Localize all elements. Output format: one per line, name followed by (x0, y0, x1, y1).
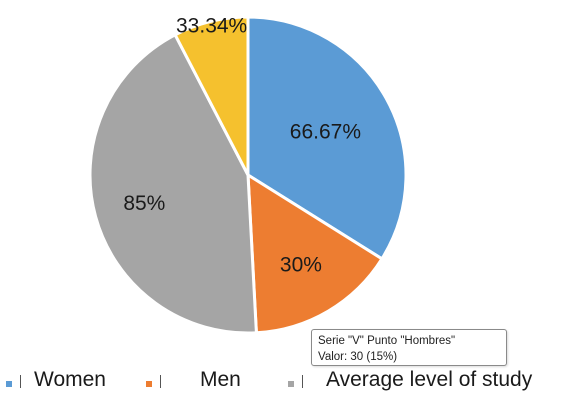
pie-slice-men[interactable] (246, 173, 384, 335)
legend: Women Men Average level of study (6, 366, 566, 394)
tooltip-line-2: Valor: 30 (15%) (318, 351, 398, 363)
legend-separator-icon (160, 375, 161, 388)
legend-label-women: Women (34, 368, 106, 391)
legend-separator-icon (20, 375, 21, 388)
legend-swatch-men (146, 381, 152, 387)
pie-data-label-women: 66.67% (290, 121, 361, 144)
pie-data-labels: 66.67% 30% 85% 33.34% (123, 15, 361, 277)
legend-swatch-women (6, 381, 12, 387)
legend-swatch-average-level-of-study (288, 381, 294, 387)
pie-data-label-average-level-of-study: 85% (123, 192, 165, 215)
legend-label-men: Men (200, 368, 241, 391)
pie-slice-unlabeled[interactable] (173, 15, 250, 177)
legend-label-average-level-of-study: Average level of study (326, 368, 533, 391)
pie-slice-average-level-of-study[interactable] (88, 33, 258, 335)
tooltip: Serie "V" Punto "Hombres" Valor: 30 (15%… (311, 329, 507, 366)
pie-data-label-men: 30% (280, 253, 322, 276)
pie-data-label-unlabeled: 33.34% (176, 15, 247, 38)
tooltip-line-1: Serie "V" Punto "Hombres" (318, 335, 456, 347)
legend-separator-icon (302, 375, 303, 388)
pie-slices (88, 15, 408, 335)
